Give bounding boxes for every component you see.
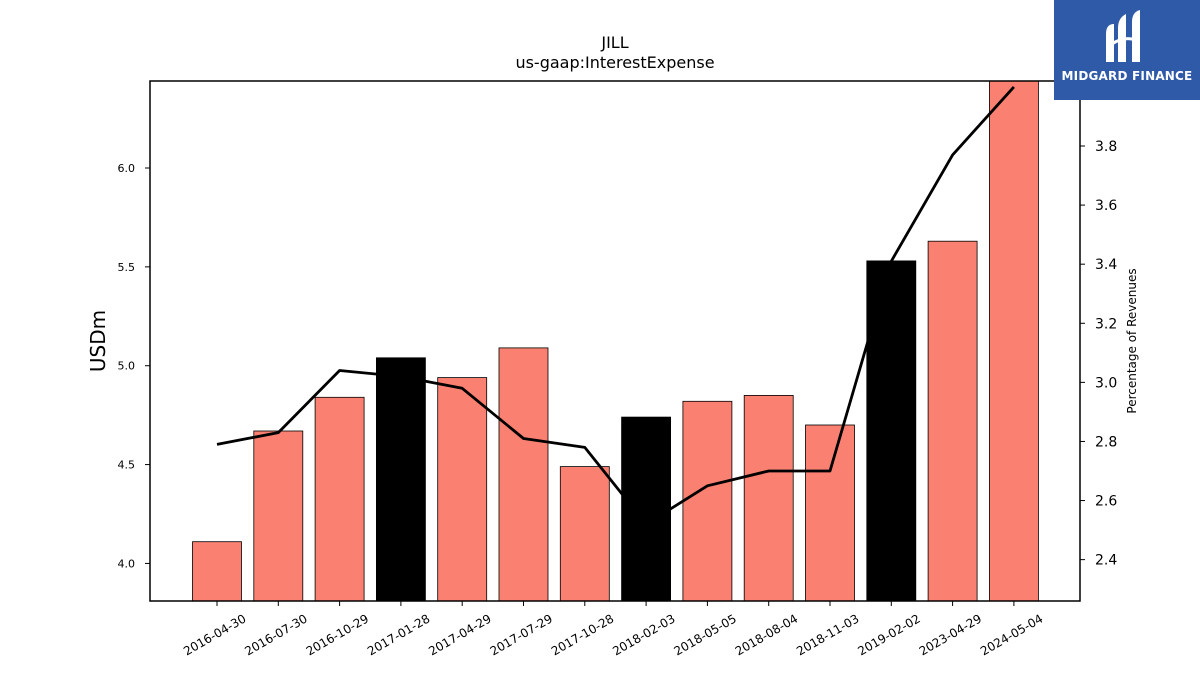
bar-2017-07-29 — [498, 347, 549, 602]
bar-2023-04-29 — [927, 240, 978, 602]
y-axis-left: 4.0 4.5 5.0 5.5 6.0 — [118, 162, 150, 570]
bar-2016-10-29 — [314, 396, 365, 602]
bar-2024-05-04 — [989, 80, 1039, 602]
logo-text: MIDGARD FINANCE — [1061, 69, 1193, 83]
chart-title: JILL — [600, 33, 628, 52]
y-tick-label: 4.5 — [118, 459, 136, 472]
plot-frame — [149, 80, 1081, 602]
bar-2018-11-03 — [805, 424, 855, 602]
y2-tick-label: 2.8 — [1095, 434, 1117, 450]
line-layer — [216, 85, 1015, 526]
x-tick-label: 2023-04-29 — [917, 611, 984, 658]
bar-2018-05-05 — [682, 400, 733, 602]
bar-2017-01-28 — [375, 357, 426, 602]
x-tick-label: 2019-02-02 — [855, 611, 922, 658]
bar-2016-07-30 — [253, 430, 304, 602]
y2-tick-label: 2.4 — [1095, 553, 1117, 569]
x-axis: 2016-04-302016-07-302016-10-292017-01-28… — [181, 601, 1045, 658]
bar-2017-10-28 — [559, 466, 610, 602]
logo-mark-icon — [1106, 10, 1140, 62]
x-tick-label: 2017-10-28 — [549, 611, 616, 658]
x-tick-label: 2017-01-28 — [365, 611, 432, 658]
bar-2018-08-04 — [743, 394, 794, 602]
bars-group — [192, 80, 1039, 602]
percentage-line — [216, 85, 1015, 526]
y-tick-label: 4.0 — [118, 557, 136, 570]
x-tick-label: 2016-04-30 — [181, 611, 248, 658]
y2-tick-label: 3.0 — [1095, 375, 1117, 391]
y2-tick-label: 3.6 — [1095, 198, 1117, 214]
x-tick-label: 2024-05-04 — [978, 611, 1045, 658]
bar-2018-02-03 — [621, 416, 671, 602]
y2-tick-label: 2.6 — [1095, 494, 1117, 510]
x-tick-label: 2018-08-04 — [733, 611, 800, 658]
y-tick-label: 6.0 — [118, 162, 136, 175]
y-axis-right: 2.4 2.6 2.8 3.0 3.2 3.4 3.6 3.8 — [1080, 139, 1117, 569]
y2-tick-label: 3.8 — [1095, 139, 1117, 155]
y-tick-label: 5.0 — [118, 360, 136, 373]
bar-2019-02-02 — [866, 260, 917, 602]
y2-tick-label: 3.4 — [1095, 257, 1117, 273]
x-tick-label: 2018-05-05 — [671, 611, 738, 658]
bar-2017-04-29 — [437, 377, 488, 602]
x-tick-label: 2018-11-03 — [794, 611, 861, 658]
x-tick-label: 2017-07-29 — [488, 611, 555, 658]
chart-subtitle: us-gaap:InterestExpense — [515, 53, 714, 72]
x-tick-label: 2017-04-29 — [426, 611, 493, 658]
bar-2016-04-30 — [192, 541, 242, 602]
x-tick-label: 2016-10-29 — [304, 611, 371, 658]
x-tick-label: 2016-07-30 — [242, 611, 309, 658]
y-tick-label: 5.5 — [118, 261, 136, 274]
x-tick-label: 2018-02-03 — [610, 611, 677, 658]
y-axis-label: USDm — [86, 310, 110, 372]
y2-axis-label: Percentage of Revenues — [1125, 268, 1139, 413]
y2-tick-label: 3.2 — [1095, 316, 1117, 332]
midgard-finance-logo: MIDGARD FINANCE — [1054, 0, 1200, 100]
